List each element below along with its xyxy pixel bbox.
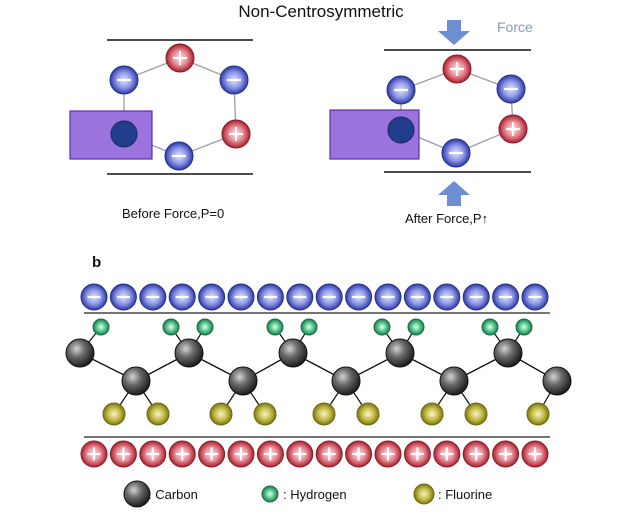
hydrogen-atom	[373, 318, 391, 336]
after-force-caption: After Force,P↑	[405, 211, 489, 226]
bottom-positive-charge	[80, 440, 108, 468]
fluorine-atom	[464, 402, 488, 426]
panel-a	[69, 20, 531, 206]
bottom-positive-charge	[227, 440, 255, 468]
fluorine-atom	[102, 402, 126, 426]
legend-fluorine-label: : Fluorine	[438, 487, 493, 502]
hydrogen-atom	[162, 318, 180, 336]
carbon-atom	[439, 366, 469, 396]
fluorine-atom	[146, 402, 170, 426]
carbon-atom	[65, 338, 95, 368]
top-negative-charge	[374, 283, 402, 311]
top-negative-charge	[345, 283, 373, 311]
top-negative-charge	[403, 283, 431, 311]
bottom-positive-charge	[433, 440, 461, 468]
top-negative-charge	[139, 283, 167, 311]
hydrogen-atom	[92, 318, 110, 336]
after-charge-5	[386, 75, 416, 105]
top-negative-charge	[168, 283, 196, 311]
bottom-positive-charge	[315, 440, 343, 468]
panel-b	[65, 283, 572, 508]
top-negative-charge	[198, 283, 226, 311]
hydrogen-atom	[196, 318, 214, 336]
legend-hydrogen-label: : Hydrogen	[283, 487, 347, 502]
after-charge-3	[441, 138, 471, 168]
top-negative-charge	[433, 283, 461, 311]
top-negative-charge	[227, 283, 255, 311]
legend-fluorine-symbol	[413, 483, 435, 505]
fluorine-atom	[420, 402, 444, 426]
after-charge-2	[498, 114, 528, 144]
carbon-atom	[278, 338, 308, 368]
force-label: Force	[497, 19, 533, 35]
legend-carbon-label: : Carbon	[148, 487, 198, 502]
before-group	[69, 39, 253, 175]
top-negative-charge	[492, 283, 520, 311]
force-arrow-down	[438, 20, 470, 45]
fluorine-atom	[209, 402, 233, 426]
fluorine-atom	[356, 402, 380, 426]
bottom-positive-charge	[168, 440, 196, 468]
after-charge-1	[496, 74, 526, 104]
carbon-atom	[174, 338, 204, 368]
before-dipole-center-sphere	[110, 120, 138, 148]
fluorine-atom	[312, 402, 336, 426]
top-negative-charge	[80, 283, 108, 311]
carbon-atom	[493, 338, 523, 368]
before-charge-5	[109, 65, 139, 95]
legend-hydrogen-symbol	[261, 485, 279, 503]
before-charge-1	[219, 65, 249, 95]
hydrogen-atom	[481, 318, 499, 336]
arrow-shape	[438, 181, 470, 206]
after-group	[329, 49, 531, 173]
after-charge-0	[442, 54, 472, 84]
fluorine-atom	[253, 402, 277, 426]
top-negative-charge	[256, 283, 284, 311]
hydrogen-atom	[300, 318, 318, 336]
legend-carbon-symbol	[123, 480, 151, 508]
carbon-atom	[121, 366, 151, 396]
hydrogen-atom	[266, 318, 284, 336]
arrow-shape	[438, 20, 470, 45]
before-charge-2	[221, 119, 251, 149]
after-dipole-center-sphere	[387, 116, 415, 144]
bottom-positive-charge	[374, 440, 402, 468]
bottom-positive-charge	[109, 440, 137, 468]
hydrogen-atom	[407, 318, 425, 336]
bottom-positive-charge	[139, 440, 167, 468]
bottom-positive-charge	[256, 440, 284, 468]
carbon-atom	[331, 366, 361, 396]
bottom-positive-charge	[345, 440, 373, 468]
carbon-atom	[542, 366, 572, 396]
bottom-positive-charge	[286, 440, 314, 468]
top-negative-charge	[462, 283, 490, 311]
top-negative-charge	[286, 283, 314, 311]
force-arrow-up	[438, 181, 470, 206]
top-negative-charge	[109, 283, 137, 311]
bottom-positive-charge	[198, 440, 226, 468]
diagram-title: Non-Centrosymmetric	[238, 2, 404, 21]
bottom-positive-charge	[521, 440, 549, 468]
top-negative-charge	[521, 283, 549, 311]
before-charge-3	[164, 141, 194, 171]
fluorine-atom	[526, 402, 550, 426]
hydrogen-atom	[515, 318, 533, 336]
before-charge-0	[165, 43, 195, 73]
bottom-positive-charge	[492, 440, 520, 468]
carbon-atom	[385, 338, 415, 368]
carbon-atom	[228, 366, 258, 396]
panel-b-label: b	[92, 254, 102, 271]
bottom-positive-charge	[403, 440, 431, 468]
before-force-caption: Before Force,P=0	[122, 206, 225, 221]
top-negative-charge	[315, 283, 343, 311]
bottom-positive-charge	[462, 440, 490, 468]
